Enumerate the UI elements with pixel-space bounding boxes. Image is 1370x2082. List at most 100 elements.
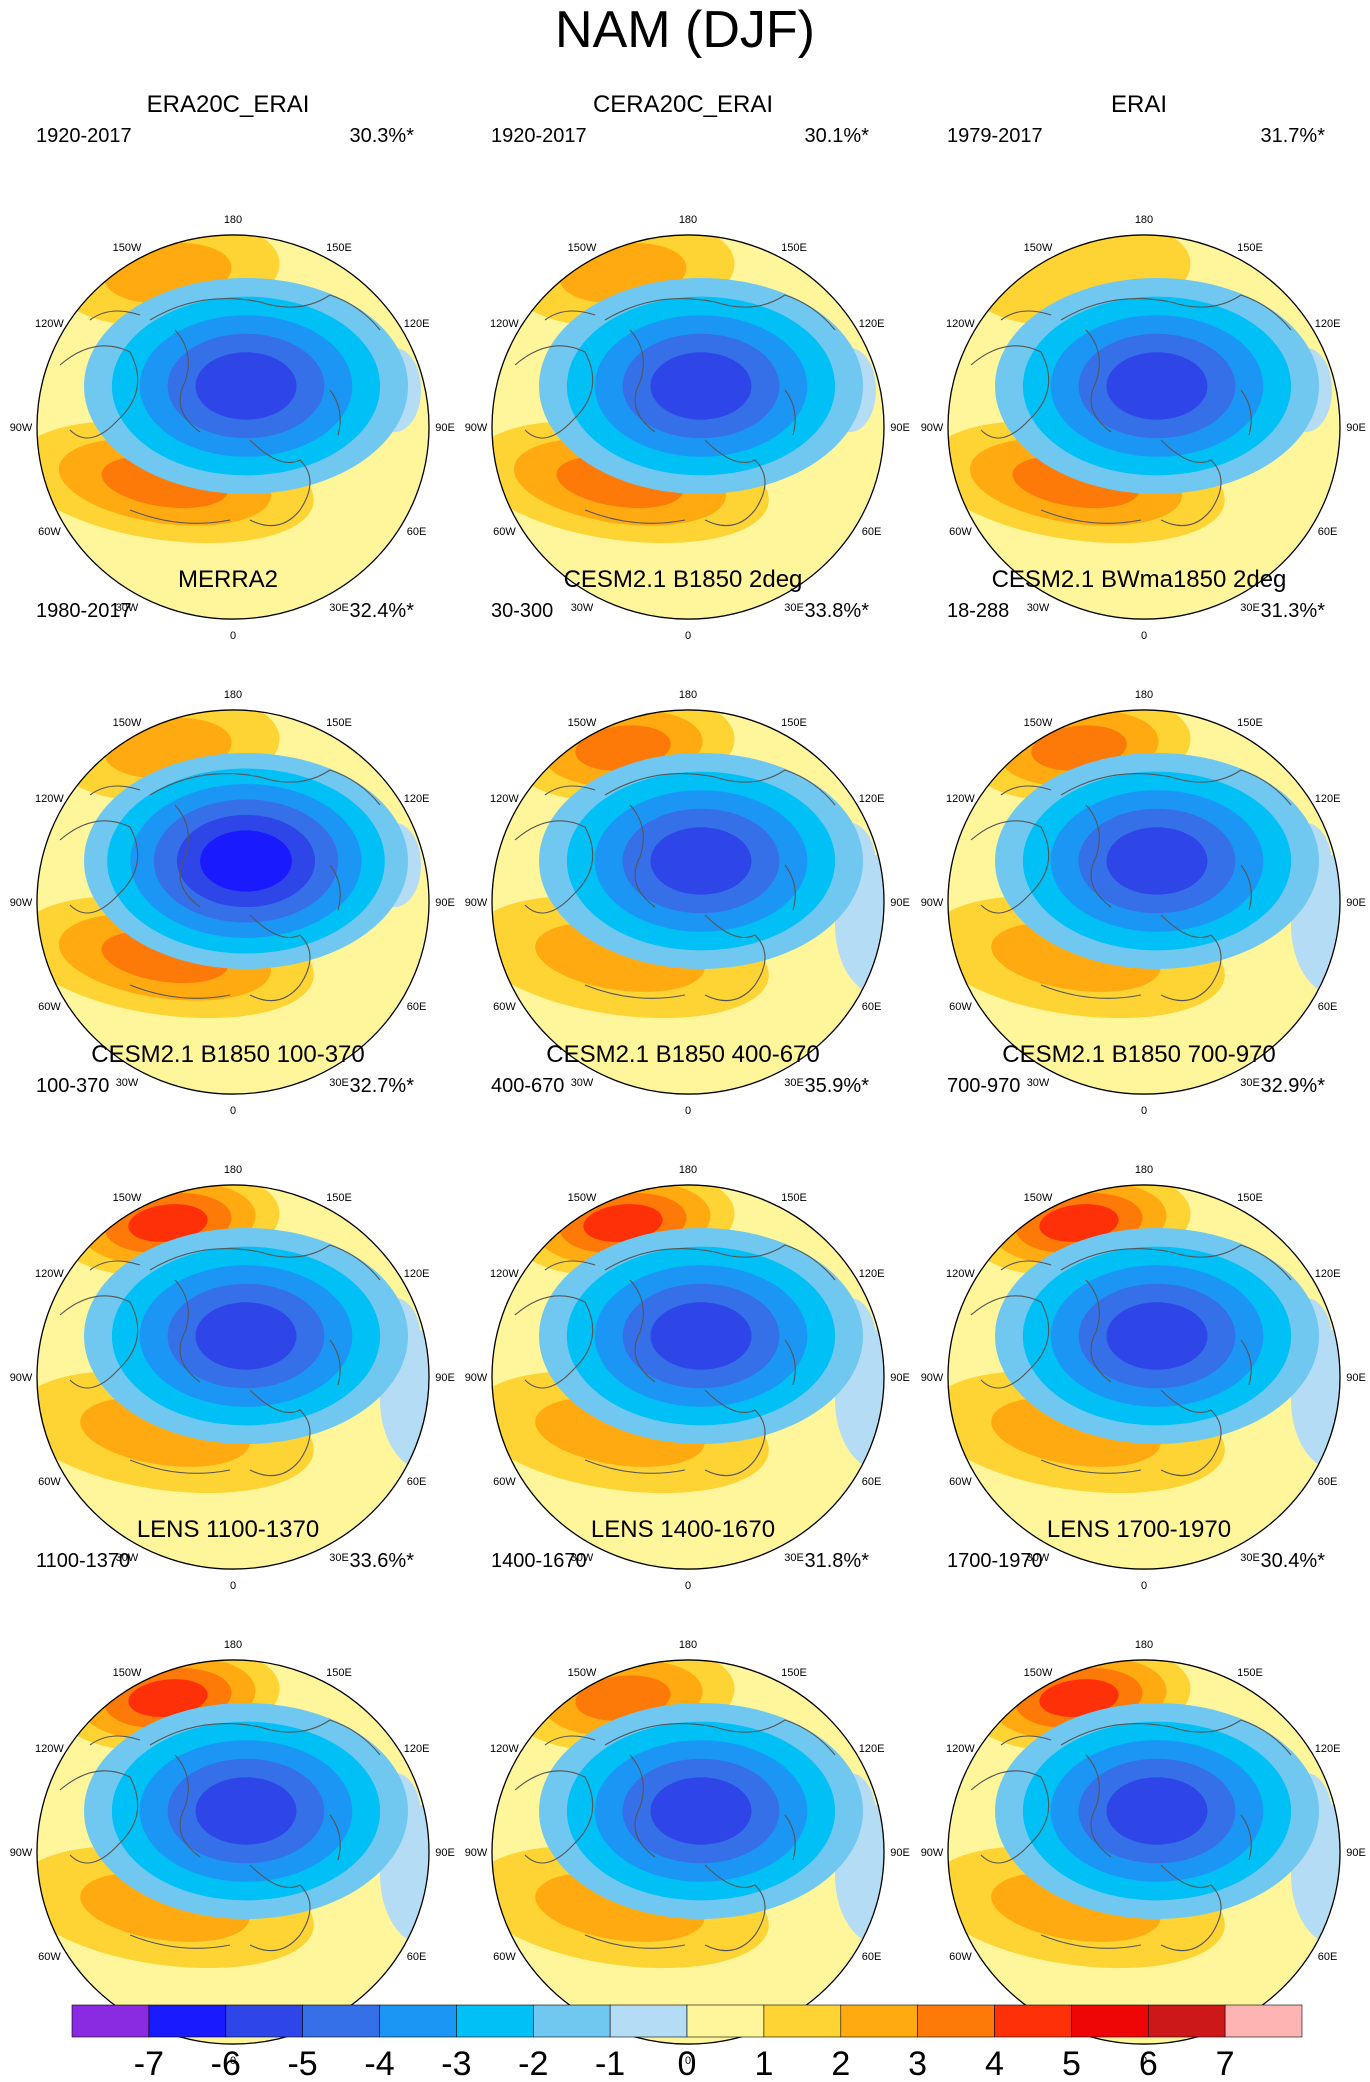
coastline xyxy=(544,1260,596,1271)
colorbar-tick: -6 xyxy=(211,2045,241,2082)
longitude-label: 30E xyxy=(784,1077,804,1089)
coastline xyxy=(584,1459,686,1474)
panel-title: CESM2.1 B1850 2deg xyxy=(563,566,803,593)
longitude-label: 150E xyxy=(781,242,807,254)
longitude-label: 150W xyxy=(568,1192,597,1204)
contour-level xyxy=(195,352,297,420)
explained-variance: 32.4%* xyxy=(349,600,415,622)
longitude-label: 180 xyxy=(679,689,697,701)
panel-period: 700-970 xyxy=(947,1075,1021,1097)
longitude-label: 180 xyxy=(1135,689,1153,701)
coastline xyxy=(629,329,656,433)
panel-period: 1920-2017 xyxy=(36,125,132,147)
explained-variance: 31.8%* xyxy=(804,1550,870,1572)
longitude-label: 90E xyxy=(1346,1847,1366,1859)
panel-period: 100-370 xyxy=(36,1075,110,1097)
coastline xyxy=(129,509,231,524)
longitude-label: 0 xyxy=(685,2055,691,2067)
eurasia-negative xyxy=(835,1330,884,1470)
coastline xyxy=(129,1934,231,1949)
field-layer xyxy=(492,234,884,620)
colorbar-tick: -1 xyxy=(595,2045,625,2082)
panel-title: CESM2.1 B1850 100-370 xyxy=(91,1041,365,1068)
longitude-label: 90W xyxy=(10,1847,33,1859)
map-panel: CESM2.1 B1850 400-670 400-670 35.9%* 180 150… xyxy=(455,1040,911,1592)
contour-level xyxy=(1106,1777,1208,1845)
longitude-label: 180 xyxy=(224,1639,242,1651)
coastline xyxy=(514,1770,594,1864)
eurasia-negative xyxy=(380,1330,429,1470)
longitude-label: 150E xyxy=(326,717,352,729)
longitude-label: 150E xyxy=(326,242,352,254)
longitude-label: 30E xyxy=(1240,602,1260,614)
colorbar-swatch xyxy=(1071,2004,1149,2038)
longitude-label: 120E xyxy=(859,1743,885,1755)
longitude-label: 30E xyxy=(329,1077,349,1089)
longitude-label: 60E xyxy=(1318,1476,1338,1488)
longitude-label: 30W xyxy=(571,602,594,614)
longitude-label: 180 xyxy=(679,1164,697,1176)
panel-period: 1979-2017 xyxy=(947,125,1043,147)
coastline xyxy=(174,329,201,433)
longitude-label: 90E xyxy=(435,1372,455,1384)
coastline xyxy=(129,1459,231,1474)
longitude-label: 30E xyxy=(329,602,349,614)
panel-period: 1400-1670 xyxy=(491,1550,587,1572)
longitude-label: 0 xyxy=(230,1580,236,1592)
longitude-label: 30W xyxy=(1027,602,1050,614)
contour-level xyxy=(128,1679,208,1717)
contour-level xyxy=(1106,352,1208,420)
coastline xyxy=(89,1260,141,1271)
coastline xyxy=(970,1770,1050,1864)
longitude-label: 120E xyxy=(404,1743,430,1755)
figure-title: NAM (DJF) xyxy=(555,1,815,59)
map-panel: ERAI 1979-2017 31.7%* 180 150E 120E 90E 60E 30E 0… xyxy=(911,90,1367,642)
longitude-label: 30W xyxy=(571,1077,594,1089)
coastlines xyxy=(514,294,836,527)
panel-title: ERA20C_ERAI xyxy=(146,91,310,118)
colorbar-swatch xyxy=(71,2004,150,2038)
longitude-label: 30W xyxy=(116,1552,139,1564)
coastline xyxy=(784,1814,796,1861)
coastline xyxy=(249,1389,311,1477)
longitude-label: 90E xyxy=(1346,422,1366,434)
explained-variance: 30.1%* xyxy=(804,125,870,147)
longitude-label: 60E xyxy=(1318,1001,1338,1013)
map-border xyxy=(36,234,430,620)
colorbar-svg: -7 -6 -5 -4 -3 -2 -1 0 1 2 3 4 5 6 7 xyxy=(71,2004,1303,2082)
coastline xyxy=(514,345,594,439)
panel-title: ERAI xyxy=(1110,91,1167,118)
longitude-label: 150E xyxy=(781,1667,807,1679)
longitude-label: 120E xyxy=(1315,1268,1341,1280)
coastline xyxy=(704,1389,766,1477)
polar-map: 180 150E 120E 90E 60E 30E 0 30W 60W 90W 120W 150W xyxy=(10,689,455,1117)
longitude-label: 60E xyxy=(407,1001,427,1013)
colorbar-swatch xyxy=(225,2004,304,2038)
coastline xyxy=(544,785,596,796)
contour-level xyxy=(650,352,752,420)
field-layer xyxy=(37,1184,429,1570)
coastline xyxy=(1085,329,1112,433)
longitude-label: 30W xyxy=(1027,1077,1050,1089)
map-panel: CESM2.1 BWma1850 2deg 18-288 31.3%* 180 150E… xyxy=(911,565,1367,1117)
longitude-label: 150W xyxy=(1024,242,1053,254)
map-panel: MERRA2 1980-2017 32.4%* 180 150E 120E 90E 60E 30… xyxy=(0,565,456,1117)
map-panel: LENS 1700-1970 1700-1970 30.4%* 180 150E 120E… xyxy=(911,1515,1367,2067)
contour-level xyxy=(1039,1679,1119,1717)
longitude-label: 180 xyxy=(224,689,242,701)
field-layer xyxy=(37,234,429,620)
polar-map: 180 150E 120E 90E 60E 30E 0 30W 60W 90W 120W 150W xyxy=(10,214,455,642)
longitude-label: 90W xyxy=(465,1847,488,1859)
longitude-label: 120E xyxy=(404,793,430,805)
panel-title: CESM2.1 B1850 400-670 xyxy=(546,1041,820,1068)
contour-level xyxy=(128,1204,208,1242)
coastline xyxy=(1000,1735,1052,1746)
colorbar-swatch xyxy=(148,2004,227,2038)
longitude-label: 90W xyxy=(921,897,944,909)
longitude-label: 30E xyxy=(1240,1552,1260,1564)
colorbar-swatch xyxy=(456,2004,534,2038)
coastline xyxy=(704,914,766,1002)
coastline xyxy=(249,914,311,1002)
colorbar-tick: -5 xyxy=(287,2045,317,2082)
longitude-label: 30E xyxy=(784,1552,804,1564)
